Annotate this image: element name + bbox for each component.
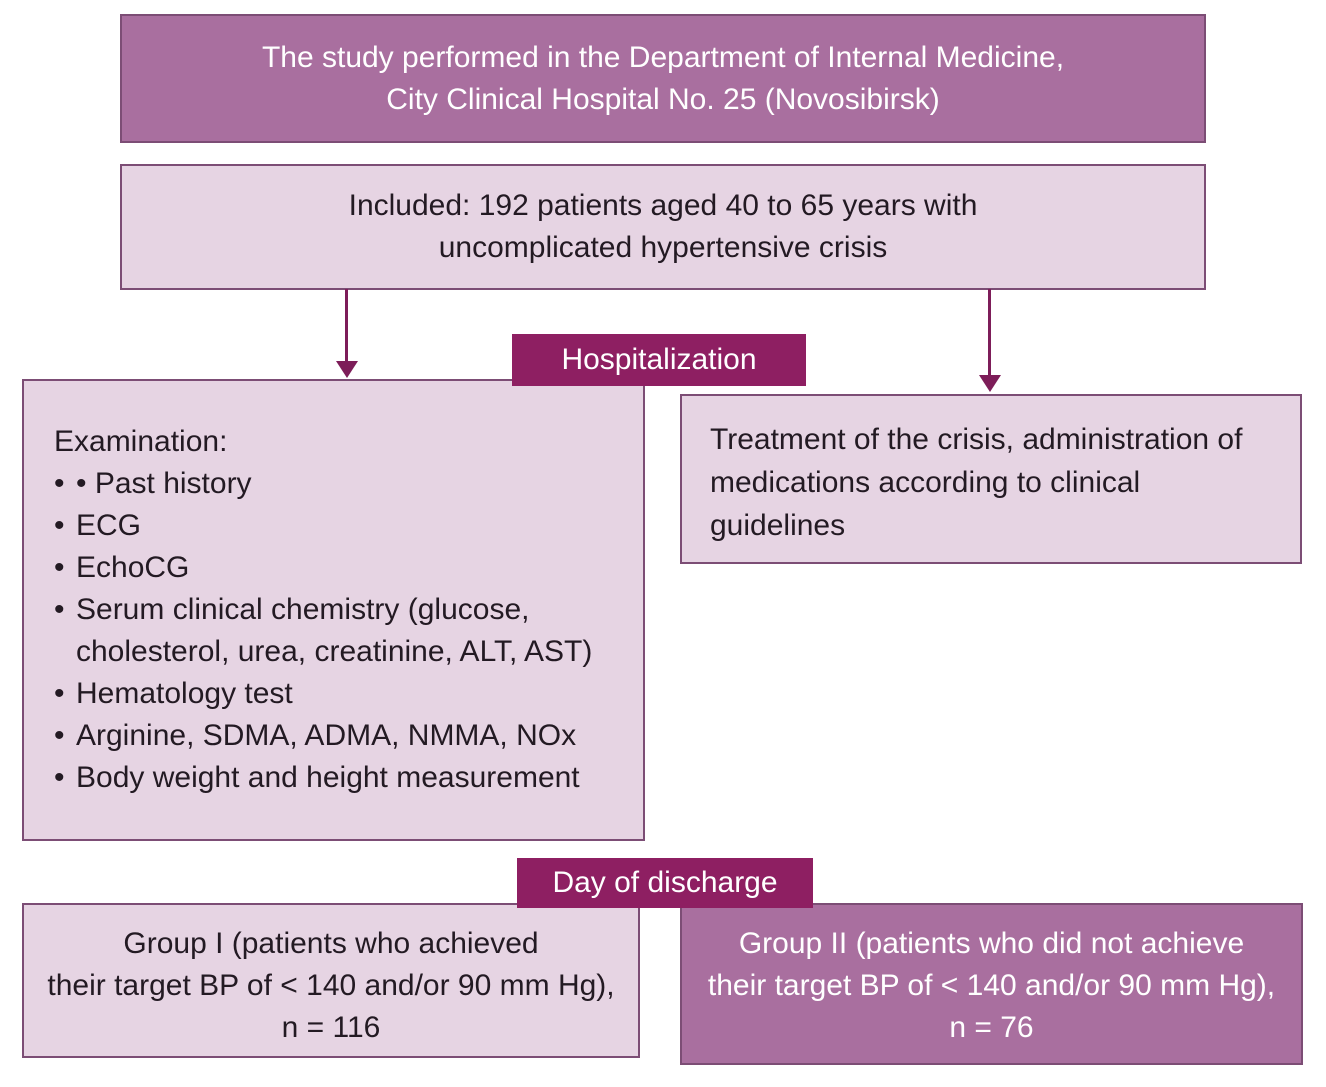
- hospitalization-label: Hospitalization: [512, 334, 806, 386]
- down-arrow-right-head-icon: [979, 375, 1001, 392]
- group-2-line-2: their target BP of < 140 and/or 90 mm Hg…: [707, 969, 1276, 1002]
- down-arrow-left-line: [345, 289, 348, 363]
- examination-item: Arginine, SDMA, ADMA, NMMA, NOx: [54, 715, 609, 757]
- day-of-discharge-label: Day of discharge: [517, 858, 813, 908]
- examination-item: Body weight and height measurement: [54, 757, 609, 799]
- down-arrow-left-head-icon: [336, 361, 358, 378]
- study-site-line-1: The study performed in the Department of…: [261, 40, 1065, 74]
- study-site-line-2: City Clinical Hospital No. 25 (Novosibir…: [386, 82, 940, 116]
- treatment-box: Treatment of the crisis, administration …: [680, 394, 1302, 564]
- group-1-box: Group I (patients who achieved their tar…: [22, 903, 640, 1058]
- included-patients-box: Included: 192 patients aged 40 to 65 yea…: [120, 164, 1206, 290]
- down-arrow-right-line: [988, 289, 991, 377]
- group-1-line-1: Group I (patients who achieved: [123, 927, 539, 960]
- examination-item: • Past history: [54, 463, 609, 505]
- examination-item: Serum clinical chemistry (glucose, chole…: [54, 589, 609, 673]
- included-line-1: Included: 192 patients aged 40 to 65 yea…: [348, 189, 978, 222]
- examination-item: Hematology test: [54, 673, 609, 715]
- examination-box: Examination: • Past history ECG EchoCG S…: [22, 379, 645, 841]
- group-1-line-2: their target BP of < 140 and/or 90 mm Hg…: [47, 969, 615, 1002]
- group-1-count: n = 116: [281, 1011, 381, 1044]
- included-line-2: uncomplicated hypertensive crisis: [438, 231, 888, 264]
- examination-list: • Past history ECG EchoCG Serum clinical…: [54, 463, 609, 799]
- examination-item: EchoCG: [54, 547, 609, 589]
- examination-title: Examination:: [54, 425, 228, 458]
- treatment-text: Treatment of the crisis, administration …: [710, 423, 1243, 542]
- group-2-line-1: Group II (patients who did not achieve: [738, 927, 1245, 960]
- group-2-count: n = 76: [949, 1011, 1034, 1044]
- group-2-box: Group II (patients who did not achieve t…: [680, 903, 1303, 1065]
- study-site-box: The study performed in the Department of…: [120, 14, 1206, 143]
- examination-item: ECG: [54, 505, 609, 547]
